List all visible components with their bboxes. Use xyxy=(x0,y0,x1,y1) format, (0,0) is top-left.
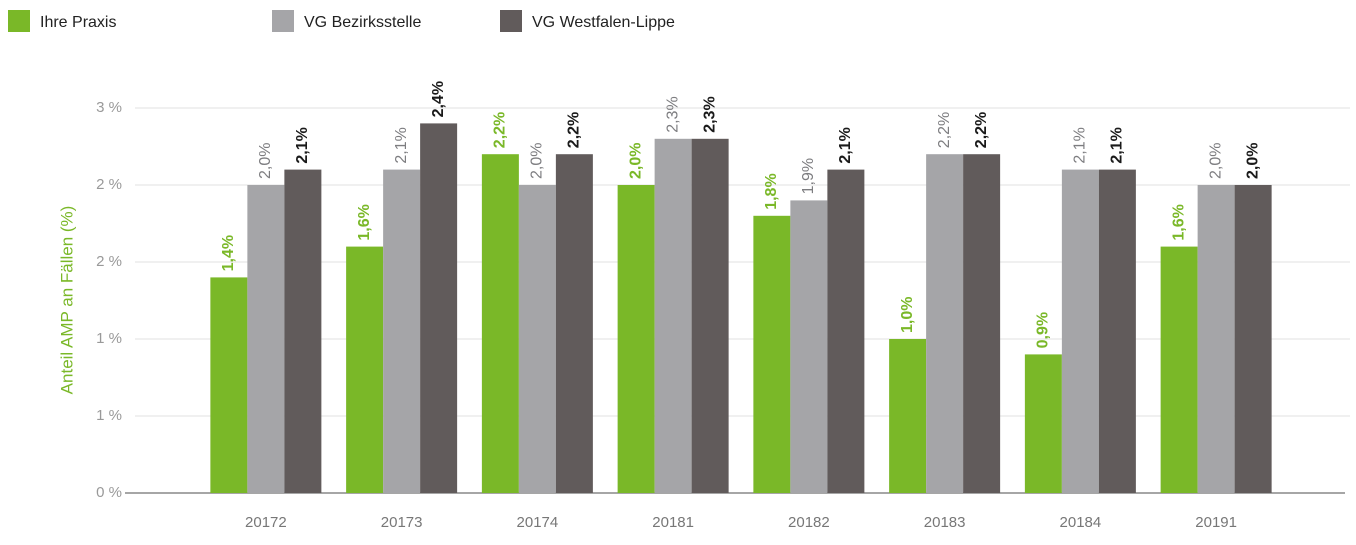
data-label: 1,9% xyxy=(800,158,817,194)
x-tick-label: 20182 xyxy=(788,514,830,531)
data-label: 2,3% xyxy=(664,96,681,132)
data-label: 2,0% xyxy=(627,143,644,179)
legend-label: VG Westfalen-Lippe xyxy=(532,14,675,31)
legend-swatch xyxy=(500,10,522,32)
bar xyxy=(247,185,285,493)
y-tick-label: 2 % xyxy=(96,176,122,193)
bar xyxy=(1098,169,1136,493)
bar xyxy=(284,169,322,493)
y-tick-label: 1 % xyxy=(96,407,122,424)
bar xyxy=(518,185,556,493)
data-label: 2,0% xyxy=(1244,143,1261,179)
data-label: 2,2% xyxy=(973,112,990,148)
y-tick-label: 1 % xyxy=(96,330,122,347)
data-label: 2,0% xyxy=(1207,143,1224,179)
data-label: 2,1% xyxy=(1109,127,1126,163)
y-tick-label: 3 % xyxy=(96,99,122,116)
data-label: 2,1% xyxy=(294,127,311,163)
bar xyxy=(481,154,519,493)
data-label: 2,3% xyxy=(701,96,718,132)
bar xyxy=(1061,169,1099,493)
data-label: 2,2% xyxy=(936,112,953,148)
legend-swatch xyxy=(272,10,294,32)
legend-label: Ihre Praxis xyxy=(40,14,116,31)
data-label: 1,6% xyxy=(356,204,373,240)
x-tick-label: 20184 xyxy=(1060,514,1102,531)
bar xyxy=(617,185,655,493)
data-label: 1,6% xyxy=(1170,204,1187,240)
data-label: 2,1% xyxy=(1072,127,1089,163)
data-label: 1,0% xyxy=(899,297,916,333)
legend-swatch xyxy=(8,10,30,32)
data-label: 1,4% xyxy=(220,235,237,271)
data-label: 2,0% xyxy=(257,143,274,179)
x-tick-label: 20191 xyxy=(1195,514,1237,531)
y-axis-title: Anteil AMP an Fällen (%) xyxy=(57,206,76,395)
bar xyxy=(346,246,384,493)
bar xyxy=(1024,354,1062,493)
x-tick-label: 20172 xyxy=(245,514,287,531)
bar xyxy=(753,215,791,494)
data-label: 0,9% xyxy=(1035,312,1052,348)
data-label: 2,1% xyxy=(837,127,854,163)
data-label: 2,2% xyxy=(492,112,509,148)
bar xyxy=(926,154,964,493)
data-label: 1,8% xyxy=(763,173,780,209)
bar xyxy=(420,123,458,494)
x-tick-label: 20174 xyxy=(517,514,559,531)
data-label: 2,1% xyxy=(393,127,410,163)
bar xyxy=(654,138,692,494)
bar xyxy=(691,138,729,494)
bar xyxy=(383,169,421,493)
y-tick-label: 2 % xyxy=(96,253,122,270)
bar xyxy=(963,154,1001,493)
bar xyxy=(790,200,828,493)
x-tick-label: 20181 xyxy=(652,514,694,531)
bar xyxy=(210,277,248,493)
data-label: 2,4% xyxy=(430,81,447,117)
data-label: 2,2% xyxy=(566,112,583,148)
data-label: 2,0% xyxy=(529,143,546,179)
x-tick-label: 20183 xyxy=(924,514,966,531)
bar xyxy=(1197,185,1235,493)
bar xyxy=(555,154,593,493)
bar xyxy=(1160,246,1198,493)
bar xyxy=(889,339,927,493)
bar xyxy=(1234,185,1272,493)
x-tick-label: 20173 xyxy=(381,514,423,531)
legend-label: VG Bezirksstelle xyxy=(304,14,421,31)
bar xyxy=(827,169,865,493)
y-tick-label: 0 % xyxy=(96,484,122,501)
